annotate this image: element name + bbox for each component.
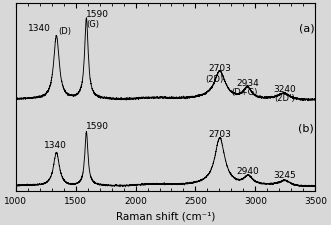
X-axis label: Raman shift (cm⁻¹): Raman shift (cm⁻¹)	[116, 211, 215, 221]
Text: (D+G): (D+G)	[231, 88, 258, 97]
Text: 1340: 1340	[28, 24, 51, 33]
Text: 1340: 1340	[44, 141, 67, 150]
Text: (D): (D)	[58, 27, 71, 36]
Text: 3240: 3240	[273, 84, 296, 93]
Text: 3245: 3245	[273, 170, 296, 179]
Text: (b): (b)	[298, 123, 314, 133]
Text: 2934: 2934	[236, 79, 259, 88]
Text: 2940: 2940	[237, 166, 260, 176]
Text: (2D): (2D)	[206, 75, 224, 83]
Text: 1590: 1590	[86, 121, 109, 130]
Text: (a): (a)	[299, 24, 314, 34]
Text: 2703: 2703	[208, 64, 231, 73]
Text: (G): (G)	[86, 20, 99, 29]
Text: 2703: 2703	[208, 129, 231, 138]
Text: (2D’): (2D’)	[274, 93, 295, 102]
Text: 1590: 1590	[86, 9, 109, 18]
